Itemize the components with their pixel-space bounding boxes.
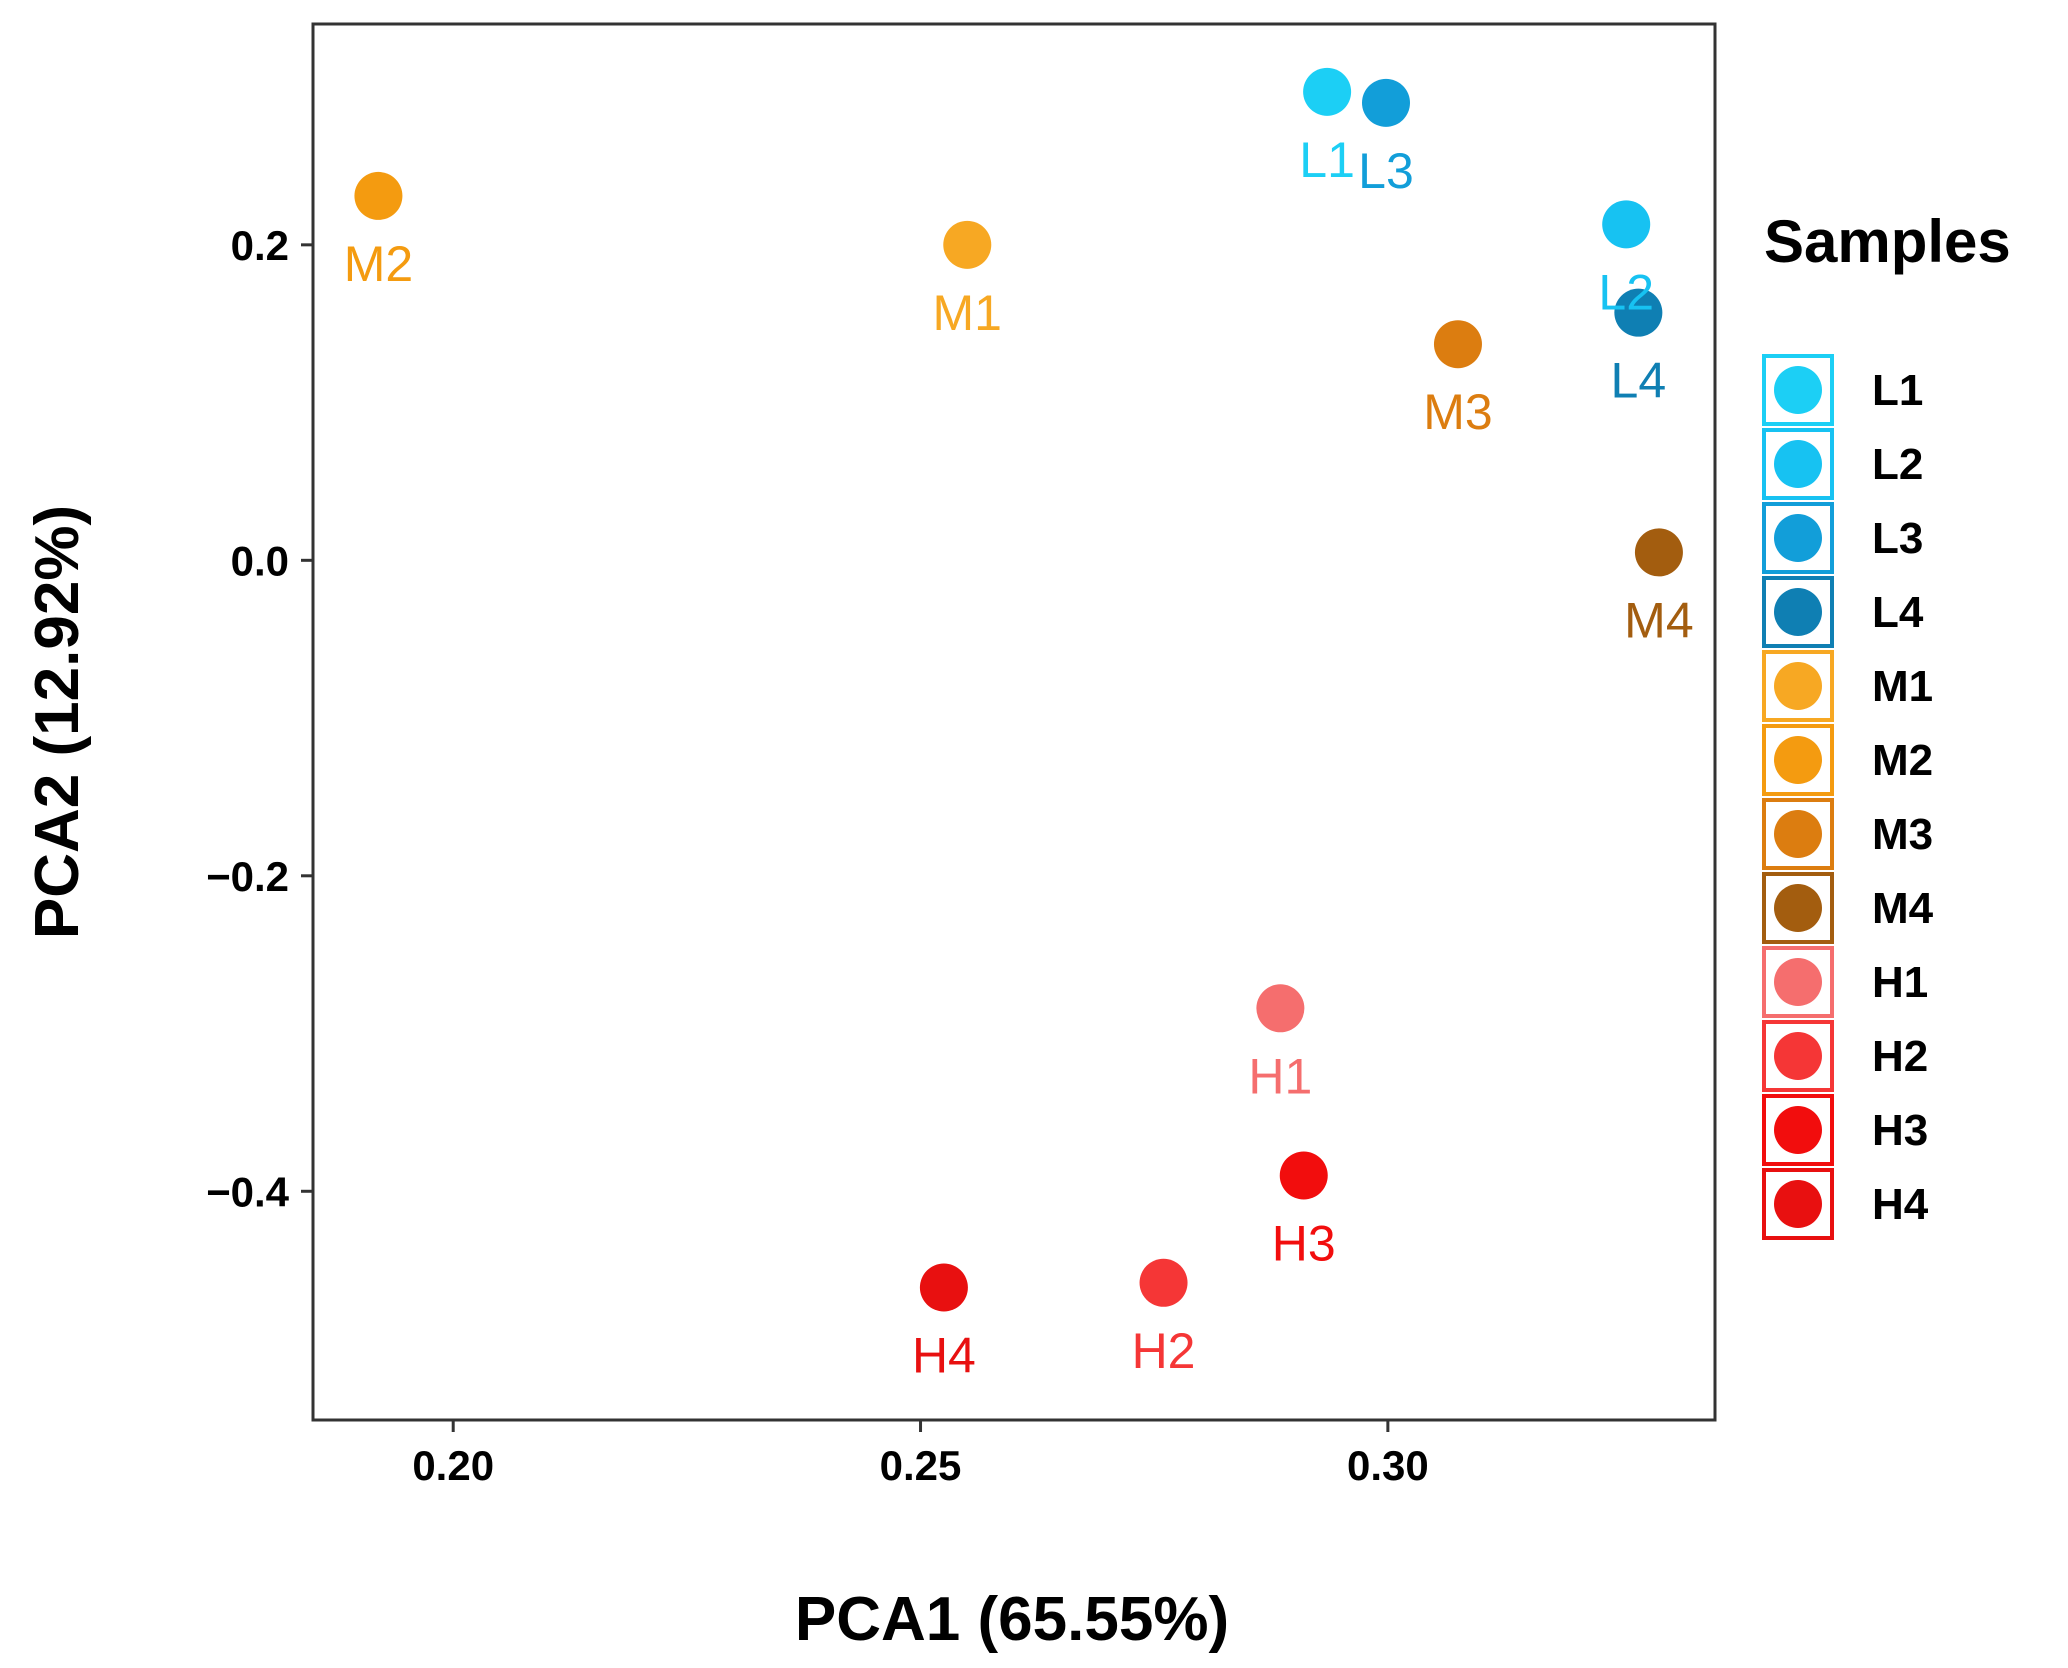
point-h3 bbox=[1279, 1151, 1328, 1200]
point-h4 bbox=[919, 1263, 968, 1312]
plot-area-frame bbox=[311, 22, 1717, 1422]
x-tick-label: 0.30 bbox=[1347, 1442, 1429, 1489]
x-tick-label: 0.20 bbox=[412, 1442, 494, 1489]
legend-label-l1: L1 bbox=[1872, 366, 1923, 415]
legend-label-l4: L4 bbox=[1872, 588, 1924, 637]
point-label-h2: H2 bbox=[1132, 1323, 1196, 1379]
legend-label-h2: H2 bbox=[1872, 1032, 1928, 1081]
legend-label-m1: M1 bbox=[1872, 662, 1933, 711]
point-label-m2: M2 bbox=[344, 236, 413, 292]
legend-swatch-l3 bbox=[1774, 514, 1822, 562]
point-l2 bbox=[1602, 200, 1651, 249]
legend-title: Samples bbox=[1764, 208, 2011, 275]
point-m3 bbox=[1433, 320, 1482, 369]
point-label-m3: M3 bbox=[1423, 384, 1492, 440]
point-label-m4: M4 bbox=[1624, 592, 1693, 648]
y-axis-title: PCA2 (12.92%) bbox=[23, 505, 92, 939]
legend-items: L1 L2 L3 L4 M1 M2 M3 M4 H1 H2 H3 H4 bbox=[1762, 354, 1934, 1240]
legend-swatch-l1 bbox=[1774, 366, 1822, 414]
data-point-labels: L1 L2 L3 L4 M1 M2 M3 M4 H1 H2 H3 H4 bbox=[344, 132, 1694, 1384]
x-tick-label: 0.25 bbox=[880, 1442, 962, 1489]
point-h2 bbox=[1139, 1258, 1188, 1307]
point-label-h1: H1 bbox=[1248, 1048, 1312, 1104]
legend-swatch-h2 bbox=[1774, 1032, 1822, 1080]
point-h1 bbox=[1256, 984, 1305, 1033]
legend-label-m2: M2 bbox=[1872, 736, 1933, 785]
legend-label-h3: H3 bbox=[1872, 1106, 1928, 1155]
legend-swatch-h1 bbox=[1774, 958, 1822, 1006]
legend-label-m3: M3 bbox=[1872, 810, 1933, 859]
legend-label-l2: L2 bbox=[1872, 440, 1923, 489]
legend-label-h4: H4 bbox=[1872, 1180, 1929, 1229]
point-label-l4: L4 bbox=[1611, 353, 1667, 409]
legend-label-l3: L3 bbox=[1872, 514, 1923, 563]
legend-swatch-m2 bbox=[1774, 736, 1822, 784]
legend-label-m4: M4 bbox=[1872, 884, 1934, 933]
legend-swatch-m1 bbox=[1774, 662, 1822, 710]
legend-swatch-h4 bbox=[1774, 1180, 1822, 1228]
point-m4 bbox=[1634, 528, 1683, 577]
legend-swatch-h3 bbox=[1774, 1106, 1822, 1154]
point-label-h4: H4 bbox=[912, 1327, 976, 1383]
legend-swatch-l4 bbox=[1774, 588, 1822, 636]
point-m1 bbox=[943, 220, 992, 269]
legend-swatch-m3 bbox=[1774, 810, 1822, 858]
legend-swatch-m4 bbox=[1774, 884, 1822, 932]
point-label-l3: L3 bbox=[1358, 143, 1414, 199]
point-l3 bbox=[1361, 78, 1410, 127]
y-tick-label: 0.2 bbox=[231, 222, 289, 269]
point-label-l1: L1 bbox=[1299, 132, 1355, 188]
point-label-m1: M1 bbox=[933, 285, 1002, 341]
axis-ticks: 0.20 0.25 0.30 0.2 0.0 −0.2 −0.4 bbox=[206, 222, 1429, 1489]
y-tick-label: −0.2 bbox=[206, 853, 289, 900]
x-axis-title: PCA1 (65.55%) bbox=[795, 1585, 1229, 1654]
data-points bbox=[354, 67, 1683, 1312]
point-m2 bbox=[354, 171, 403, 220]
point-l4 bbox=[1614, 288, 1663, 337]
y-tick-label: −0.4 bbox=[206, 1168, 290, 1215]
point-l1 bbox=[1303, 67, 1352, 116]
legend-swatch-l2 bbox=[1774, 440, 1822, 488]
legend-label-h1: H1 bbox=[1872, 958, 1928, 1007]
point-label-h3: H3 bbox=[1272, 1216, 1336, 1272]
legend: Samples L1 L2 L3 L4 M1 M2 M3 M4 H1 H2 H3 H4 bbox=[1762, 208, 2011, 1240]
point-label-l2: L2 bbox=[1598, 264, 1654, 320]
y-tick-label: 0.0 bbox=[231, 537, 289, 584]
